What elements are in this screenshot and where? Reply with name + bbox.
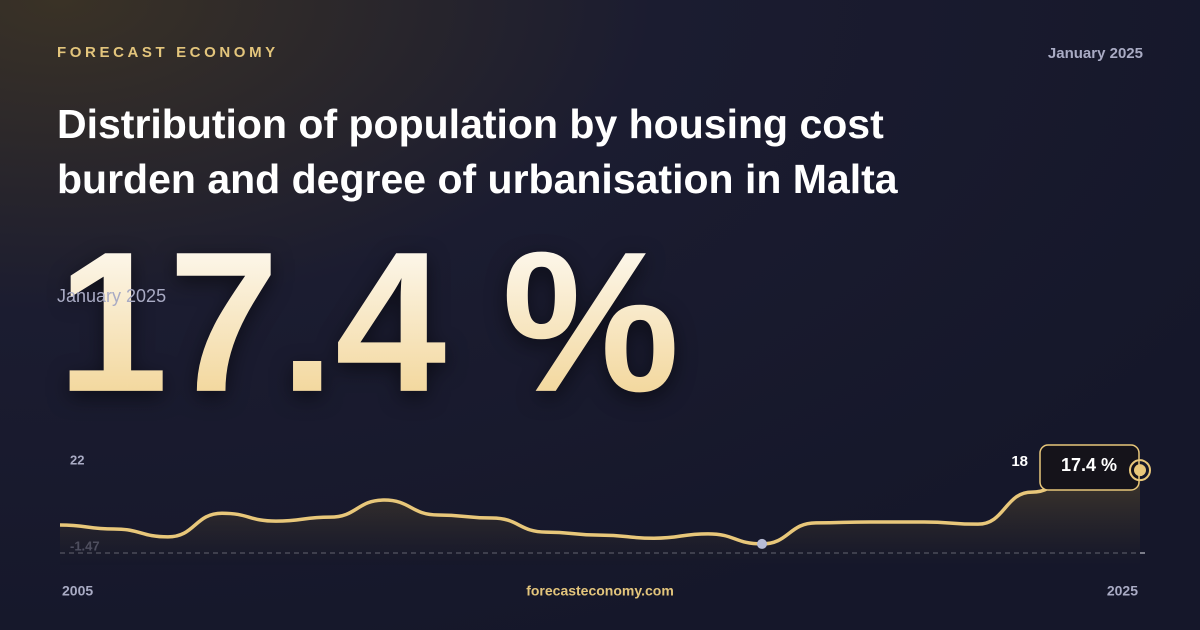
line	[59, 465, 1141, 546]
area	[60, 467, 1140, 565]
max-label: 18	[1011, 453, 1028, 470]
y-tick-label: 22	[70, 452, 84, 467]
x-tick-label: 2025	[1107, 583, 1138, 599]
headline-date: January 2025	[57, 286, 166, 306]
x-tick-label: 2005	[62, 583, 93, 599]
last-ring	[1129, 459, 1151, 482]
headline: 17.4 %	[57, 211, 680, 434]
min-marker	[757, 538, 767, 549]
brand: FORECAST ECONOMY	[57, 44, 279, 61]
last-marker	[1134, 464, 1146, 477]
tooltip-label: 17.4 %	[1061, 455, 1117, 475]
footer: forecasteconomy.com	[526, 583, 674, 599]
date: January 2025	[1048, 45, 1143, 62]
chart-title: Distribution of population by housing co…	[57, 101, 899, 202]
